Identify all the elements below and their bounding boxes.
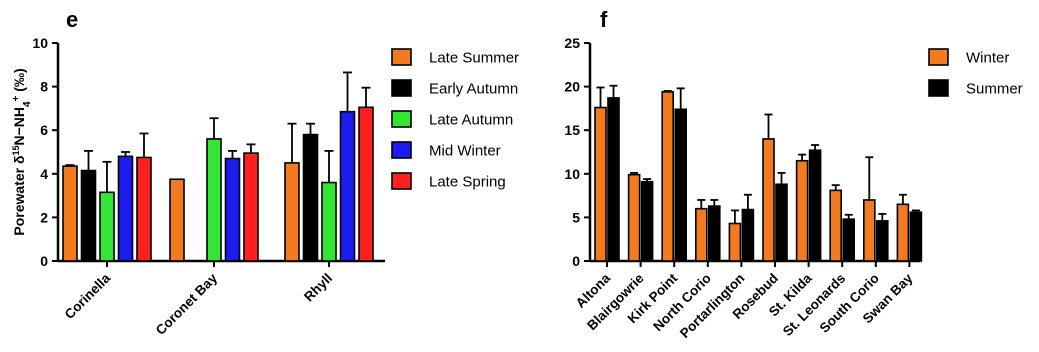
- bar-blairgowrie-summer: [640, 180, 654, 262]
- legend-label-late-autumn: Late Autumn: [429, 112, 513, 129]
- y-tick-label: 0: [572, 253, 580, 269]
- panel-label-e: e: [66, 7, 78, 32]
- bar-rhyll-early-autumn: [302, 133, 319, 262]
- bar-st-kilda-winter: [795, 159, 809, 262]
- bar-north-corio-winter: [694, 207, 708, 262]
- bar-corinella-early-autumn: [80, 169, 97, 262]
- bar-coronet-bay-mid-winter: [224, 157, 241, 262]
- legend-label-early-autumn: Early Autumn: [429, 81, 518, 98]
- y-tick-label: 25: [564, 35, 580, 51]
- legend-swatch-late-summer: [391, 48, 412, 66]
- y-tick-label: 5: [572, 209, 580, 225]
- bar-st-leonards-summer: [842, 218, 856, 262]
- bar-kirk-point-summer: [674, 108, 688, 262]
- bar-st-kilda-summer: [808, 149, 822, 262]
- bar-corinella-late-autumn: [99, 191, 115, 262]
- ylabel-part-2: 15: [11, 146, 21, 156]
- bar-rhyll-mid-winter: [339, 110, 356, 262]
- chart-panel-e: e Porewater δ15N−NH4+ (‰) 0246810Corinel…: [11, 7, 520, 338]
- bar-st-leonards-winter: [829, 189, 843, 262]
- bar-altona-summer: [607, 97, 620, 262]
- y-tick-label: 20: [564, 79, 580, 95]
- legend-swatch-mid-winter: [391, 141, 412, 159]
- ylabel-part-1: Porewater δ: [11, 156, 27, 236]
- bar-coronet-bay-late-summer: [169, 178, 185, 262]
- bar-coronet-bay-late-spring: [243, 152, 259, 262]
- y-tick-label: 8: [40, 79, 48, 95]
- legend-swatch-late-autumn: [391, 110, 412, 128]
- ylabel-part-6: (‰): [11, 68, 27, 95]
- ylabel-part-5: +: [11, 95, 22, 101]
- legend-label-summer: Summer: [966, 81, 1023, 98]
- bar-portarlington-summer: [741, 208, 755, 262]
- bar-rhyll-late-summer: [284, 162, 300, 262]
- bar-south-corio-summer: [875, 220, 889, 262]
- bar-corinella-mid-winter: [117, 155, 134, 262]
- bar-rhyll-late-spring: [358, 106, 374, 262]
- bar-corinella-late-summer: [62, 165, 78, 262]
- bar-altona-winter: [594, 106, 607, 262]
- legend-label-winter: Winter: [966, 50, 1009, 67]
- bar-north-corio-summer: [707, 205, 721, 262]
- y-tick-label: 6: [40, 122, 48, 138]
- bar-blairgowrie-winter: [627, 173, 641, 262]
- bar-swan-bay-winter: [896, 203, 910, 262]
- y-tick-label: 0: [40, 253, 48, 269]
- y-tick-label: 15: [564, 122, 580, 138]
- ylabel-part-4: 4: [22, 101, 33, 107]
- legend-swatch-late-spring: [391, 172, 412, 190]
- legend-swatch-summer: [928, 79, 949, 97]
- legend-label-late-summer: Late Summer: [429, 50, 519, 67]
- bar-portarlington-winter: [728, 222, 742, 262]
- y-tick-label: 10: [564, 166, 580, 182]
- bar-south-corio-winter: [862, 199, 876, 262]
- bar-rhyll-late-autumn: [321, 181, 337, 262]
- ylabel-part-3: N−NH: [11, 107, 27, 146]
- legend-swatch-early-autumn: [391, 79, 412, 97]
- bar-rosebud-summer: [775, 183, 788, 262]
- y-axis-label-e: Porewater δ15N−NH4+ (‰): [11, 68, 33, 235]
- y-tick-label: 10: [32, 35, 48, 51]
- y-tick-label: 2: [40, 209, 48, 225]
- panel-label-f: f: [600, 7, 608, 32]
- legend-label-late-spring: Late Spring: [429, 174, 506, 191]
- legend-swatch-winter: [928, 48, 949, 66]
- bar-kirk-point-winter: [661, 91, 675, 262]
- category-label-rhyll: Rhyll: [301, 271, 335, 305]
- bar-rosebud-winter: [762, 138, 775, 262]
- bar-swan-bay-summer: [909, 211, 923, 262]
- legend-label-mid-winter: Mid Winter: [429, 143, 501, 160]
- category-label-coronet-bay: Coronet Bay: [153, 270, 221, 338]
- bar-corinella-late-spring: [136, 156, 152, 262]
- bar-coronet-bay-late-autumn: [206, 138, 222, 262]
- y-tick-label: 4: [40, 166, 48, 182]
- category-label-corinella: Corinella: [62, 270, 114, 322]
